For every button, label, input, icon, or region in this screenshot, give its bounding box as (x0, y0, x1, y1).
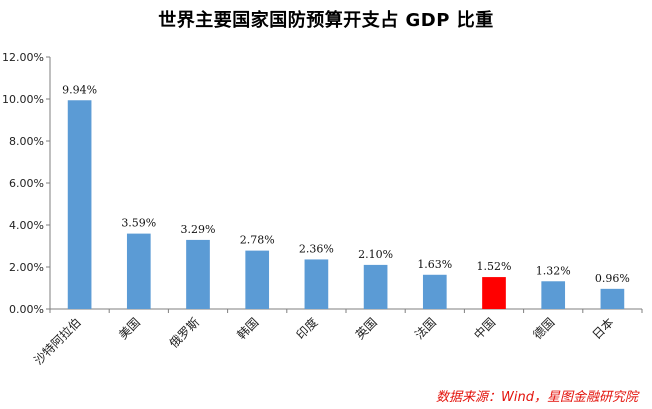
bar-8 (541, 281, 566, 309)
data-label: 2.36% (299, 242, 334, 255)
category-label: 英国 (353, 315, 380, 342)
bar-5 (363, 264, 388, 309)
data-label: 2.78% (240, 234, 275, 247)
category-label: 中国 (471, 315, 499, 343)
bar-4 (304, 259, 329, 309)
source-note: 数据来源：Wind，星图金融研究院 (436, 390, 638, 405)
bar-1 (126, 233, 151, 309)
bar-2 (186, 239, 210, 309)
data-label: 1.32% (536, 264, 571, 277)
category-label: 法国 (412, 315, 439, 342)
category-label: 日本 (590, 315, 617, 342)
y-tick-label: 0.00% (9, 303, 44, 316)
category-label: 印度 (293, 315, 321, 343)
y-tick-label: 4.00% (9, 219, 44, 232)
category-label: 韩国 (234, 315, 262, 343)
data-label: 0.96% (595, 272, 630, 285)
data-label: 9.94% (62, 83, 97, 96)
data-label: 3.29% (181, 223, 216, 236)
y-tick-label: 8.00% (9, 135, 44, 148)
y-tick-label: 10.00% (2, 93, 44, 106)
y-tick-label: 6.00% (9, 177, 44, 190)
bar-7 (482, 277, 506, 309)
category-label: 德国 (530, 315, 558, 343)
category-label: 沙特阿拉伯 (31, 315, 84, 368)
data-label: 1.52% (477, 260, 512, 273)
bar-9 (600, 288, 625, 309)
bar-3 (245, 250, 270, 309)
data-label: 1.63% (417, 258, 452, 271)
category-label: 俄罗斯 (167, 315, 202, 350)
chart-title: 世界主要国家国防预算开支占 GDP 比重 (158, 10, 494, 31)
bar-0 (67, 100, 92, 309)
data-label: 2.10% (358, 248, 393, 261)
y-tick-label: 12.00% (2, 51, 44, 64)
y-tick-label: 2.00% (9, 261, 44, 274)
data-label: 3.59% (121, 217, 156, 230)
bar-6 (422, 274, 447, 309)
category-label: 美国 (116, 315, 143, 342)
